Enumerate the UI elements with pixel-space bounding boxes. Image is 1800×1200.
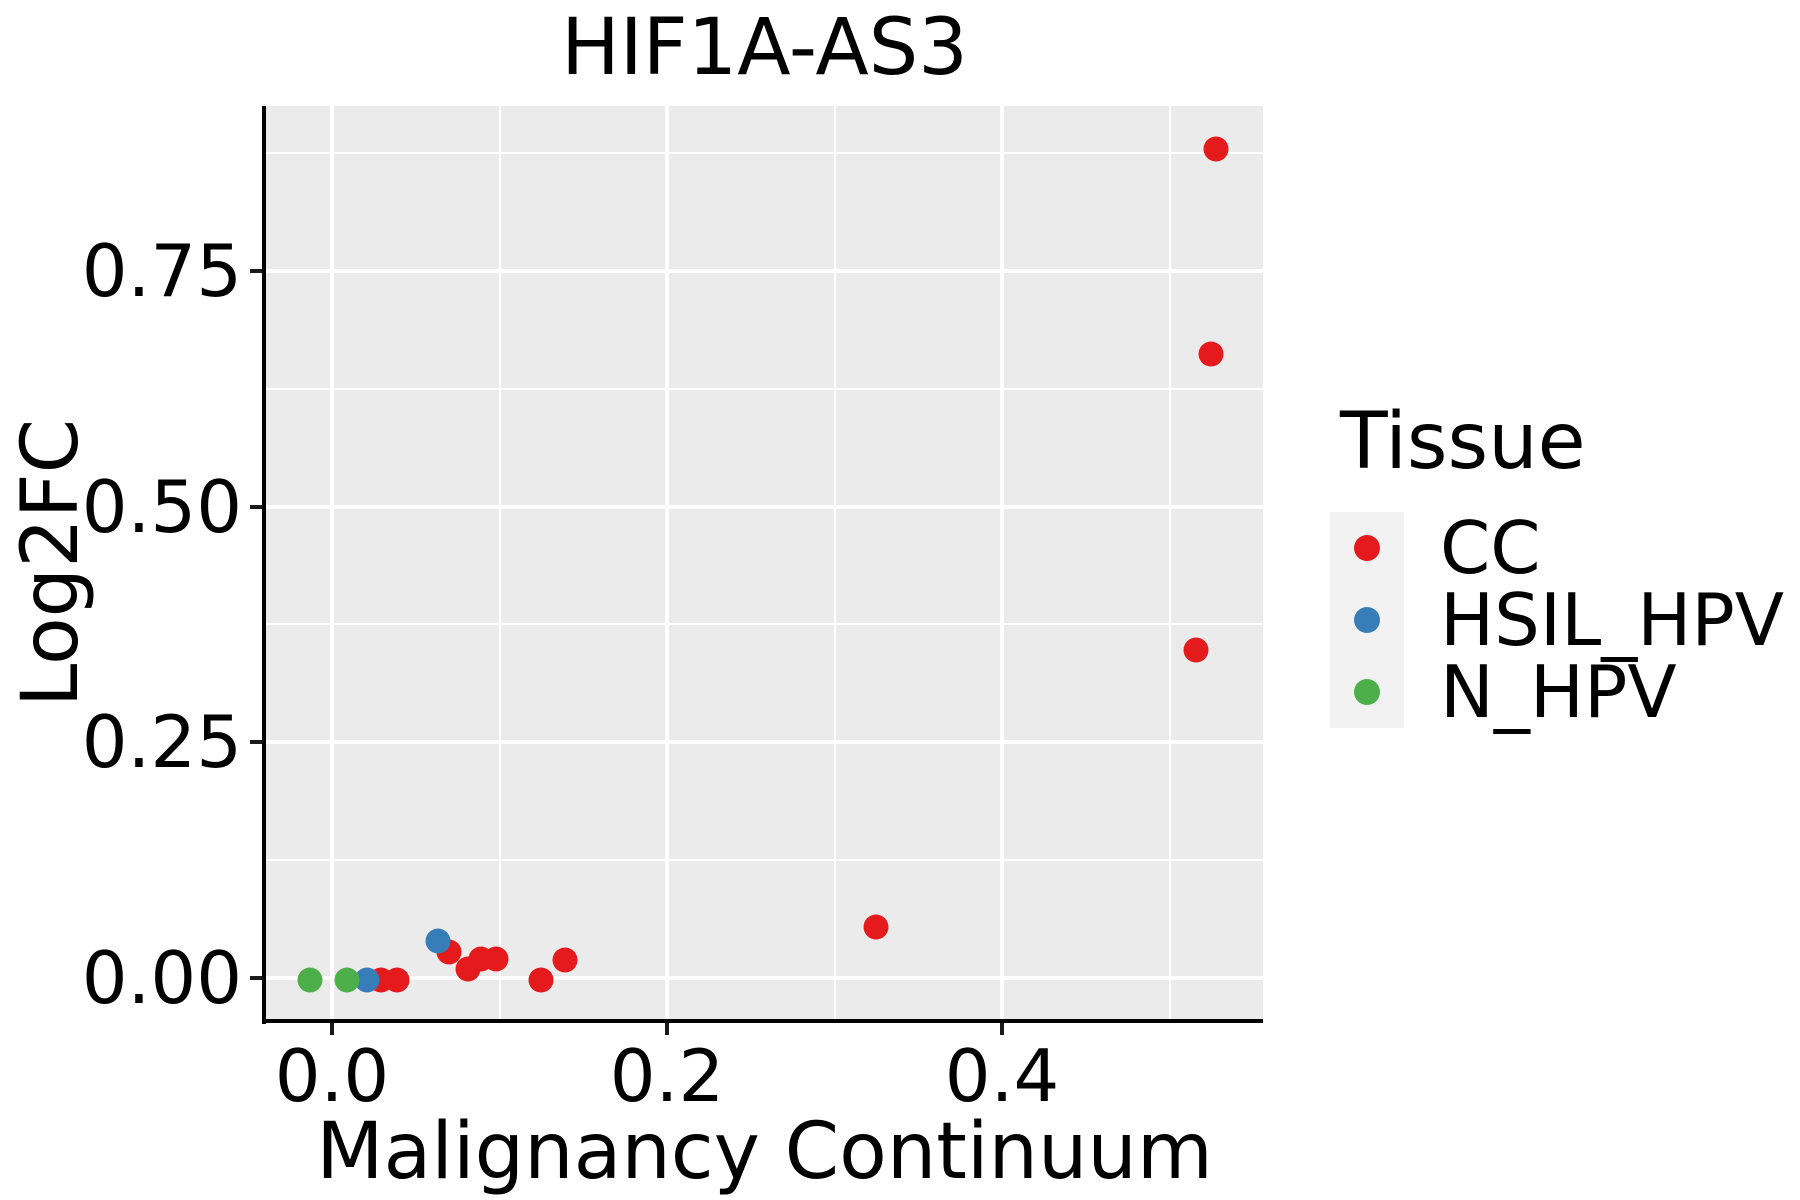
x-axis-title: Malignancy Continuum xyxy=(316,1107,1213,1197)
gridline-major-x xyxy=(329,106,334,1020)
legend-entry-HSIL_HPV: HSIL_HPV xyxy=(1330,577,1785,662)
data-point-N_HPV xyxy=(334,967,360,993)
legend-key xyxy=(1330,511,1404,584)
x-tick-mark xyxy=(329,1023,334,1035)
legend-swatch-icon xyxy=(1354,678,1380,705)
data-point-CC xyxy=(863,914,889,940)
data-point-CC xyxy=(1183,637,1209,663)
data-point-CC xyxy=(384,967,410,993)
y-tick-mark xyxy=(250,268,262,273)
y-axis-spine xyxy=(262,106,266,1024)
x-tick-label: 0.2 xyxy=(609,1034,725,1118)
legend-swatch-icon xyxy=(1354,534,1380,561)
gridline-minor-x xyxy=(498,106,501,1020)
legend-entry-label: HSIL_HPV xyxy=(1440,577,1785,662)
data-point-CC xyxy=(1203,136,1229,162)
x-tick-label: 0.4 xyxy=(944,1034,1060,1118)
data-point-CC xyxy=(528,967,554,993)
legend-entry-N_HPV: N_HPV xyxy=(1330,649,1784,734)
y-tick-mark xyxy=(250,740,262,745)
gridline-minor-y xyxy=(266,387,1263,390)
data-point-HSIL_HPV xyxy=(425,928,451,954)
y-tick-label: 0.50 xyxy=(81,464,242,549)
data-point-CC xyxy=(1198,341,1224,367)
y-tick-label: 0.75 xyxy=(81,228,242,313)
plot-panel xyxy=(266,106,1263,1020)
x-tick-mark xyxy=(1000,1023,1005,1035)
data-point-N_HPV xyxy=(297,967,323,993)
y-axis-title: Log2FC xyxy=(6,418,97,708)
gridline-major-y xyxy=(266,975,1263,980)
legend-entry-CC: CC xyxy=(1330,505,1784,590)
x-tick-mark xyxy=(665,1023,669,1035)
y-tick-label: 0.25 xyxy=(81,700,242,785)
y-tick-label: 0.00 xyxy=(81,935,242,1020)
legend-key xyxy=(1330,655,1404,728)
x-axis-spine xyxy=(262,1019,1263,1023)
chart-title: HIF1A-AS3 xyxy=(561,3,968,93)
legend-key xyxy=(1330,583,1404,656)
gridline-minor-x xyxy=(1168,106,1171,1020)
gridline-major-y xyxy=(266,740,1263,745)
data-point-CC xyxy=(483,946,509,972)
x-tick-label: 0.0 xyxy=(274,1034,390,1118)
y-tick-mark xyxy=(250,975,262,980)
gridline-minor-y xyxy=(266,152,1263,155)
legend-entries: CC HSIL_HPV N_HPV xyxy=(1330,505,1785,734)
legend-swatch-icon xyxy=(1354,606,1380,633)
gridline-minor-y xyxy=(266,859,1263,862)
gridline-major-y xyxy=(266,504,1263,509)
gridline-minor-y xyxy=(266,623,1263,626)
y-tick-mark xyxy=(250,504,262,509)
legend: Tissue CC HSIL_HPV N_HPV xyxy=(1330,397,1785,734)
gridline-major-x xyxy=(1000,106,1005,1020)
gridline-minor-x xyxy=(833,106,836,1020)
gridline-major-x xyxy=(665,106,669,1020)
legend-entry-label: CC xyxy=(1440,505,1541,590)
legend-entry-label: N_HPV xyxy=(1440,649,1677,734)
data-point-CC xyxy=(552,947,578,973)
gridline-major-y xyxy=(266,268,1263,273)
legend-title: Tissue xyxy=(1340,397,1586,487)
